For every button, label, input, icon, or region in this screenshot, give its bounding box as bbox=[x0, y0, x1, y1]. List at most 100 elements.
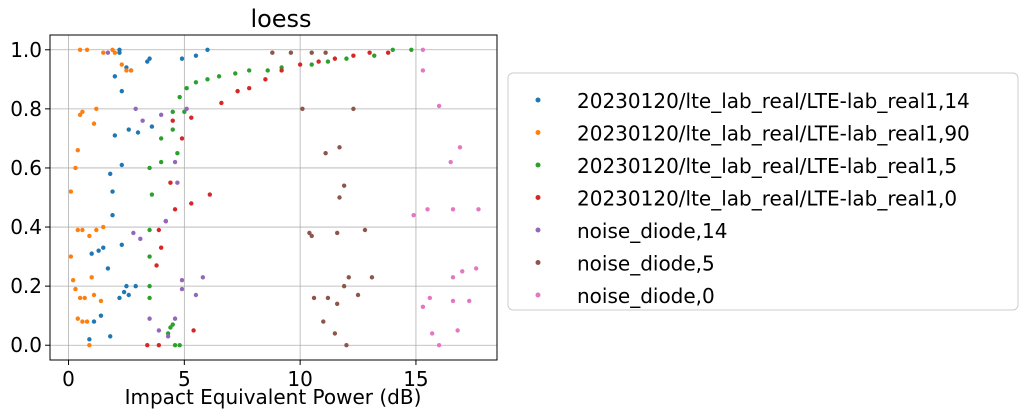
data-point bbox=[179, 136, 185, 141]
data-point bbox=[321, 319, 326, 324]
data-point bbox=[91, 121, 97, 126]
data-point bbox=[112, 133, 118, 138]
data-point bbox=[411, 213, 416, 218]
data-point bbox=[184, 85, 189, 91]
data-point bbox=[216, 74, 222, 79]
data-point bbox=[140, 118, 145, 123]
data-point bbox=[124, 68, 129, 73]
legend-label: noise_diode,14 bbox=[577, 219, 728, 243]
data-point bbox=[184, 106, 189, 112]
y-tick-label: 0.8 bbox=[10, 97, 42, 121]
data-point bbox=[297, 62, 303, 67]
data-point bbox=[205, 77, 210, 82]
data-point bbox=[131, 230, 136, 236]
data-point bbox=[369, 275, 375, 280]
legend-label: noise_diode,5 bbox=[577, 252, 715, 276]
data-point bbox=[126, 292, 131, 298]
data-point bbox=[168, 325, 173, 330]
data-point bbox=[177, 343, 182, 348]
data-point bbox=[450, 275, 456, 280]
data-point bbox=[112, 50, 118, 55]
data-point bbox=[91, 292, 97, 298]
data-point bbox=[170, 118, 175, 123]
legend-label: 20230120/lte_lab_real/LTE-lab_real1,14 bbox=[577, 89, 970, 113]
data-point bbox=[385, 50, 391, 55]
data-point bbox=[77, 47, 83, 52]
data-point bbox=[121, 289, 127, 295]
data-point bbox=[409, 47, 414, 52]
data-point bbox=[124, 283, 129, 289]
data-point bbox=[316, 59, 321, 64]
data-point bbox=[193, 53, 199, 58]
data-point bbox=[105, 50, 111, 55]
data-point bbox=[332, 331, 338, 336]
data-point bbox=[362, 227, 368, 233]
data-point bbox=[172, 316, 178, 321]
data-point bbox=[246, 85, 252, 91]
data-point bbox=[332, 56, 338, 61]
data-point bbox=[84, 47, 90, 52]
data-point bbox=[75, 148, 80, 153]
data-point bbox=[147, 165, 152, 171]
data-point bbox=[82, 295, 87, 301]
data-point bbox=[325, 295, 331, 301]
data-point bbox=[119, 242, 124, 247]
data-point bbox=[337, 145, 342, 150]
data-point bbox=[179, 278, 185, 283]
data-point bbox=[94, 227, 99, 233]
data-point bbox=[147, 295, 152, 301]
data-point bbox=[145, 343, 150, 348]
data-point bbox=[149, 192, 155, 197]
data-point bbox=[205, 47, 210, 52]
y-tick-label: 1.0 bbox=[10, 38, 42, 62]
legend-frame bbox=[507, 72, 1019, 311]
data-point bbox=[233, 71, 238, 76]
data-point bbox=[172, 159, 178, 165]
data-point bbox=[307, 230, 312, 236]
data-point bbox=[246, 68, 252, 73]
data-point bbox=[135, 130, 141, 135]
data-point bbox=[288, 50, 294, 55]
data-point bbox=[420, 47, 426, 52]
legend-marker bbox=[535, 130, 541, 135]
plot-frame bbox=[49, 34, 498, 361]
data-point bbox=[309, 233, 314, 239]
data-point bbox=[265, 68, 270, 73]
legend-label: 20230120/lte_lab_real/LTE-lab_real1,90 bbox=[577, 122, 970, 146]
data-point bbox=[80, 227, 85, 233]
data-point bbox=[108, 334, 113, 339]
data-point bbox=[207, 192, 213, 197]
data-point bbox=[344, 343, 349, 348]
data-point bbox=[448, 159, 453, 165]
data-point bbox=[110, 47, 115, 52]
data-point bbox=[112, 74, 118, 79]
data-point bbox=[158, 136, 164, 141]
data-point bbox=[323, 50, 328, 55]
data-point bbox=[457, 145, 463, 150]
data-point bbox=[263, 77, 268, 82]
data-point bbox=[467, 298, 472, 304]
data-point bbox=[420, 68, 426, 73]
data-point bbox=[175, 150, 180, 156]
data-points bbox=[68, 47, 481, 348]
axis-ticks: 0 5 10 15 0.0 0.2 0.4 0.6 0.8 1.0 bbox=[10, 38, 428, 391]
data-point bbox=[193, 80, 199, 85]
data-point bbox=[390, 47, 395, 52]
data-point bbox=[200, 275, 206, 280]
data-point bbox=[133, 106, 138, 112]
data-point bbox=[309, 62, 314, 67]
data-point bbox=[147, 283, 152, 289]
data-point bbox=[450, 298, 456, 304]
data-point bbox=[182, 109, 187, 115]
data-point bbox=[119, 62, 124, 67]
data-point bbox=[158, 159, 164, 165]
data-point bbox=[300, 106, 305, 112]
data-point bbox=[351, 106, 356, 112]
data-point bbox=[427, 295, 433, 301]
data-point bbox=[179, 286, 185, 292]
data-point bbox=[179, 56, 185, 61]
data-point bbox=[156, 328, 162, 333]
legend-marker bbox=[535, 162, 541, 168]
data-point bbox=[163, 218, 169, 224]
